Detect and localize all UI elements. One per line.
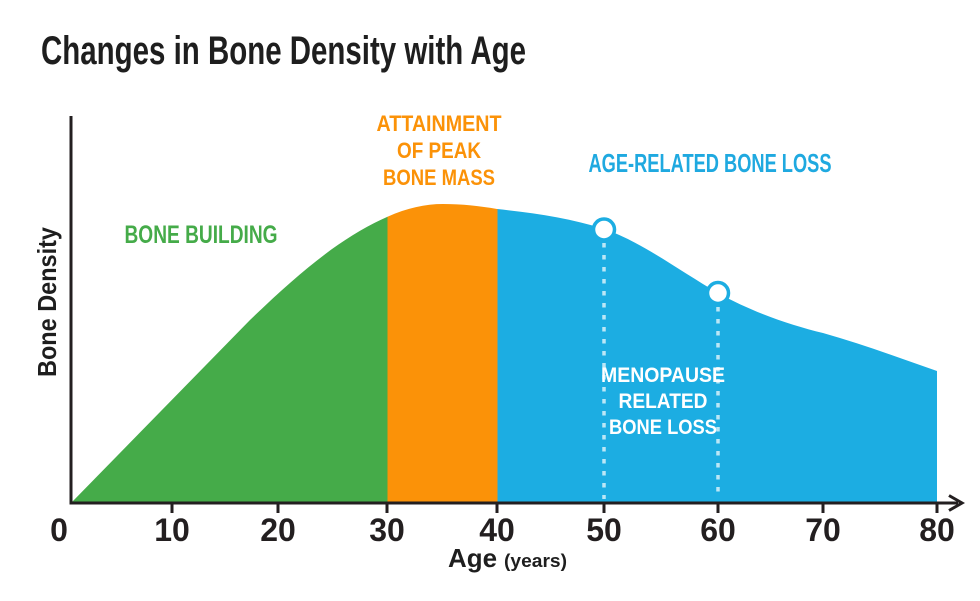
x-axis-title: Age (years) [448,543,567,573]
label-peak-line-3: BONE MASS [383,165,495,190]
label-menopause-line-1: MENOPAUSE [601,364,725,387]
marker-point-age-60 [705,280,731,306]
axes [69,116,966,512]
label-age-related-loss: AGE-RELATED BONE LOSS [589,148,832,178]
x-axis-ticks [170,503,939,513]
x-tick-label: 20 [260,512,296,548]
x-axis-tick-labels: 0 10 20 30 40 50 60 70 80 [50,512,955,548]
label-bone-building: BONE BUILDING [125,221,278,249]
x-tick-label: 80 [919,512,955,548]
label-menopause-loss: MENOPAUSE RELATED BONE LOSS [601,364,725,439]
label-peak-line-1: ATTAINMENT [377,111,502,136]
label-peak-bone-mass: ATTAINMENT OF PEAK BONE MASS [377,111,502,190]
label-menopause-line-3: BONE LOSS [609,416,717,439]
page-title: Changes in Bone Density with Age [41,29,526,73]
label-peak-line-2: OF PEAK [397,138,481,163]
x-tick-label: 40 [479,512,515,548]
x-axis-arrow-icon [948,494,966,512]
area-peak-bone-mass [387,204,498,502]
area-bone-building [72,216,388,502]
menopause-droplines [602,243,720,499]
x-axis-label-unit: (years) [504,551,567,571]
x-tick-label: 70 [805,512,841,548]
marker-point-age-50 [591,217,617,242]
x-tick-label: 0 [50,512,68,548]
y-axis-label: Bone Density [32,227,62,377]
x-tick-label: 60 [700,512,736,548]
x-axis-label: Age [448,543,497,573]
label-menopause-line-2: RELATED [619,390,708,413]
x-tick-label: 30 [369,512,405,548]
x-tick-label: 10 [154,512,190,548]
x-tick-label: 50 [586,512,622,548]
